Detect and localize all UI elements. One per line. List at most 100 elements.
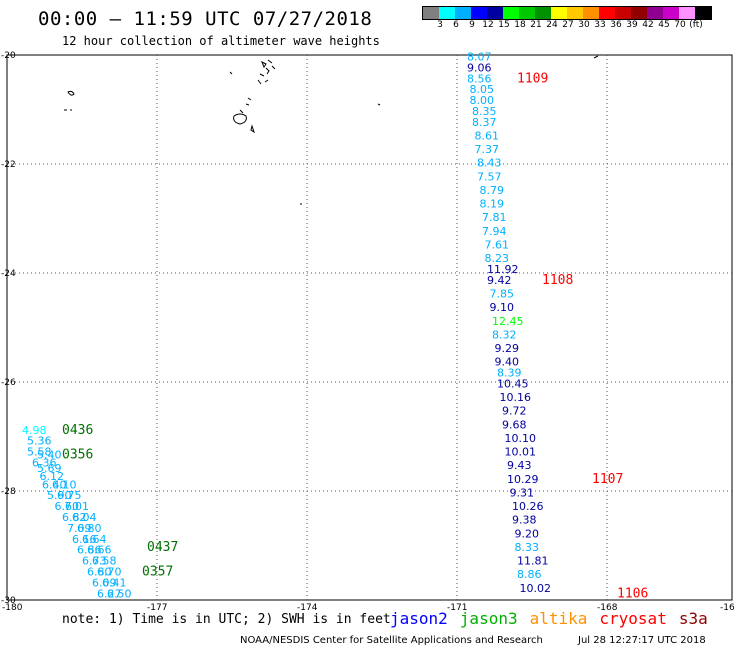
lat-label: -22	[1, 160, 16, 170]
color-scale-label: 12	[482, 20, 494, 30]
swh-value-label: 6.60	[55, 500, 80, 513]
swh-value-label: 9.72	[502, 405, 527, 418]
lon-label: -16	[720, 603, 735, 613]
swh-tracks: 8.079.068.568.058.008.358.378.617.378.43…	[22, 50, 551, 600]
lat-label: -28	[1, 487, 16, 497]
color-scale-label: 21	[530, 20, 542, 30]
swh-value-label: 6.80	[77, 522, 102, 535]
map-grid	[7, 55, 732, 600]
color-swatch	[551, 7, 567, 19]
swh-value-label: 10.45	[497, 377, 529, 390]
pass-id-label: 0356	[62, 447, 93, 462]
swh-value-label: 9.68	[502, 418, 527, 431]
color-swatch	[631, 7, 647, 19]
swh-value-label: 7.57	[477, 170, 502, 183]
pass-id-label: 0437	[147, 540, 178, 555]
satellite-legend-item: s3a	[678, 609, 708, 628]
color-swatch	[679, 7, 695, 19]
color-scale-label: 18	[514, 20, 526, 30]
swh-value-label: 6.36	[32, 456, 57, 469]
color-scale-label: 33	[594, 20, 606, 30]
axis-labels: -20 -22 -24 -26 -28 -30-180 -177 -174 -171 -168 -1…	[1, 51, 735, 613]
color-scale-label: 42	[642, 20, 654, 30]
lat-label: -26	[1, 378, 16, 388]
swh-value-label: 8.79	[480, 184, 505, 197]
color-scale-label: 6	[453, 20, 459, 30]
swh-value-label: 8.43	[477, 157, 502, 170]
swh-value-label: 4.98	[22, 424, 47, 437]
pass-id-label: 1109	[517, 71, 548, 86]
swh-value-label: 11.92	[487, 263, 519, 276]
island-outline	[257, 59, 276, 85]
swh-value-label: 6.86	[77, 544, 102, 557]
swh-value-label: 6.73	[82, 555, 107, 568]
color-swatch	[455, 7, 471, 19]
swh-value-label: 9.31	[510, 486, 535, 499]
lat-label: -30	[1, 596, 16, 606]
island-outlines	[64, 55, 599, 205]
swh-value-label: 6.16	[72, 533, 97, 546]
swh-value-label: 6.04	[72, 511, 97, 524]
swh-value-label: 8.33	[515, 541, 540, 554]
pass-labels: 1109 1108 1107 1106 0436 0356 0437 0357	[62, 71, 648, 601]
swh-value-label: 9.10	[490, 301, 515, 314]
island-outline	[233, 109, 247, 125]
swh-value-label: 5.90	[47, 489, 72, 502]
swh-value-label: 6.27	[97, 587, 122, 600]
color-scale-label: 36	[610, 20, 622, 30]
color-scale-label: 30	[578, 20, 590, 30]
swh-value-label: 9.20	[515, 527, 540, 540]
swh-value-label: 9.29	[495, 342, 520, 355]
swh-value-label: 9.42	[487, 274, 512, 287]
color-scale-label: 27	[562, 20, 574, 30]
color-scale-label: 39	[626, 20, 638, 30]
color-swatch	[519, 7, 535, 19]
swh-value-label: 8.86	[517, 568, 542, 581]
color-swatch	[695, 7, 711, 19]
swh-value-label: 7.85	[490, 288, 515, 301]
swh-value-label: 7.01	[65, 500, 90, 513]
color-scale-label: 3	[437, 20, 443, 30]
swh-value-label: 6.66	[87, 544, 112, 557]
color-scale-label: 9	[469, 20, 475, 30]
color-scale-label: 15	[498, 20, 510, 30]
swh-value-label: 10.10	[505, 432, 537, 445]
swh-value-label: 9.38	[512, 514, 537, 527]
color-scale-label: (ft)	[689, 20, 703, 30]
generated-timestamp: Jul 28 12:27:17 UTC 2018	[578, 635, 706, 646]
color-swatch	[471, 7, 487, 19]
swh-value-label: 6.64	[82, 533, 107, 546]
color-swatch	[663, 7, 679, 19]
color-swatch	[599, 7, 615, 19]
swh-value-label: 8.39	[497, 367, 522, 380]
color-swatch	[583, 7, 599, 19]
color-scale-label: 45	[658, 20, 670, 30]
swh-value-label: 7.81	[482, 211, 507, 224]
island-outline	[300, 55, 599, 205]
lon-label: -180	[2, 603, 23, 613]
swh-value-label: 10.02	[520, 582, 552, 595]
swh-value-label: 9.40	[495, 356, 520, 369]
map-title: 00:00 – 11:59 UTC 07/27/2018	[38, 8, 373, 30]
swh-value-label: 6.70	[97, 565, 122, 578]
island-outline	[64, 90, 75, 111]
pass-id-label: 1107	[592, 472, 623, 487]
swh-value-label: 8.56	[467, 72, 492, 85]
color-scale-bar	[422, 6, 712, 20]
swh-value-label: 8.05	[470, 83, 495, 96]
swh-value-label: 7.09	[67, 522, 92, 535]
swh-value-label: 8.00	[470, 94, 495, 107]
swh-value-label: 6.12	[40, 470, 65, 483]
color-scale-label: 24	[546, 20, 558, 30]
swh-value-label: 6.09	[92, 576, 117, 589]
units-note: note: 1) Time is in UTC; 2) SWH is in fe…	[62, 612, 391, 627]
swh-value-label: 8.61	[475, 129, 500, 142]
plot-frame	[6, 54, 733, 601]
swh-value-label: 10.01	[505, 446, 537, 459]
lon-label: -177	[147, 603, 167, 613]
lon-label: -174	[297, 603, 318, 613]
swh-value-label: 9.06	[467, 61, 492, 74]
swh-value-label: 8.32	[492, 328, 517, 341]
